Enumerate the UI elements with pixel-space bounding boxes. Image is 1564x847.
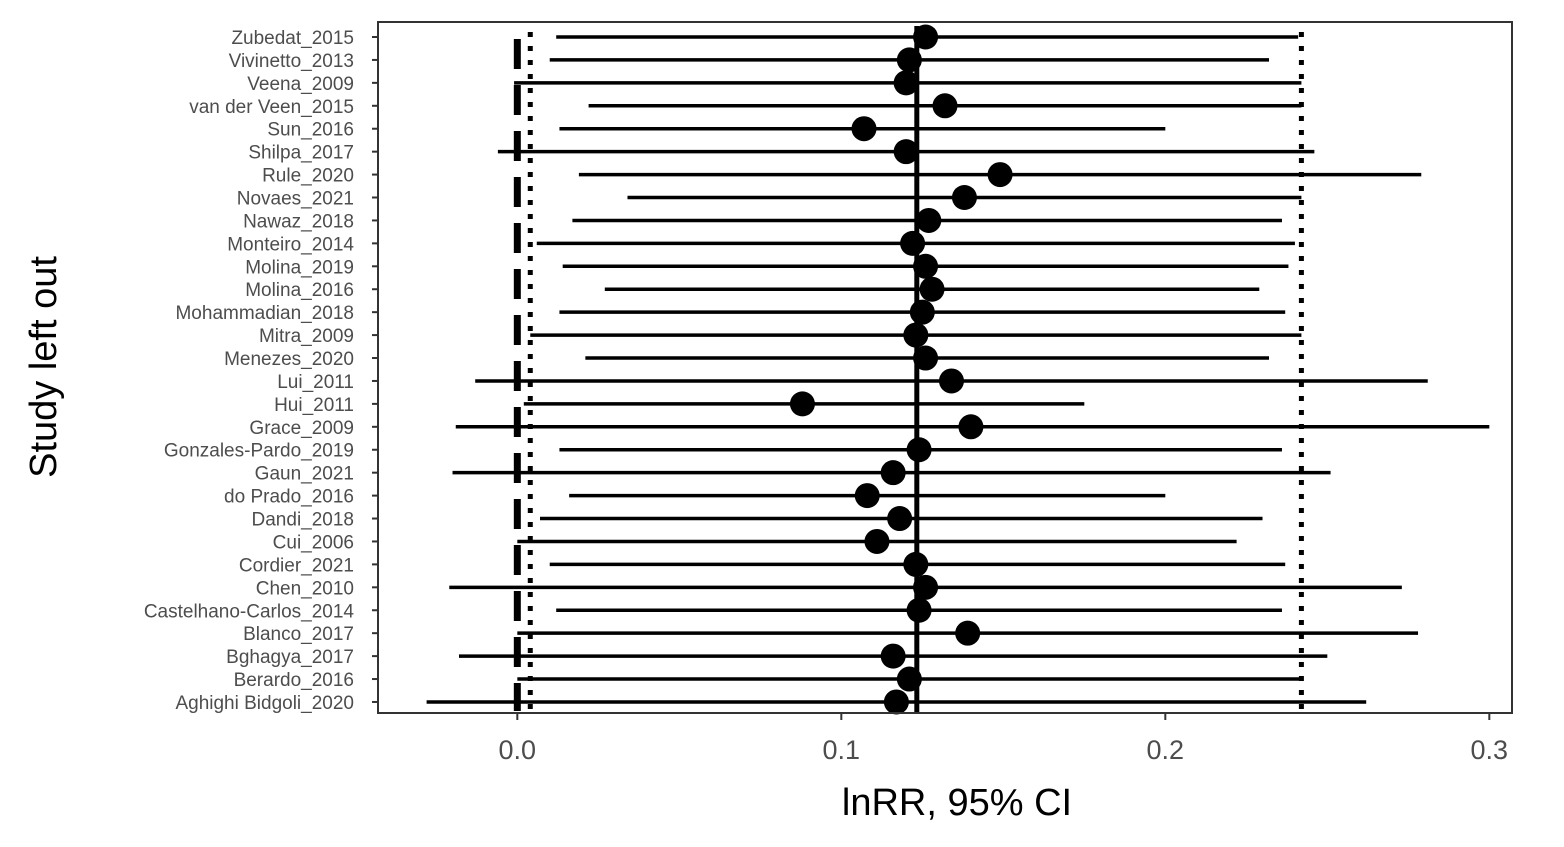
point-estimates bbox=[789, 24, 1013, 715]
point-estimate bbox=[880, 643, 906, 669]
y-tick-label: Dandi_2018 bbox=[252, 510, 354, 531]
y-tick-label: Menezes_2020 bbox=[224, 349, 354, 370]
y-tick-label: Rule_2020 bbox=[262, 166, 354, 187]
point-estimate bbox=[900, 230, 926, 256]
x-axis-title: lnRR, 95% CI bbox=[842, 782, 1072, 824]
y-tick-label: Grace_2009 bbox=[249, 418, 354, 439]
y-tick-label: Vivinetto_2013 bbox=[229, 51, 354, 72]
y-tick-label: Lui_2011 bbox=[277, 372, 354, 393]
x-tick-label: 0.1 bbox=[823, 735, 861, 765]
y-tick-label: Shilpa_2017 bbox=[248, 143, 354, 164]
panel-border bbox=[377, 21, 1513, 714]
point-estimate bbox=[896, 47, 922, 73]
point-estimate bbox=[789, 391, 815, 417]
point-estimate bbox=[958, 414, 984, 440]
point-estimate bbox=[906, 437, 932, 463]
y-tick-label: Novaes_2021 bbox=[237, 189, 354, 210]
y-tick-label: Mitra_2009 bbox=[259, 326, 354, 347]
x-axis: 0.0 0.1 0.2 0.3 bbox=[499, 713, 1509, 765]
y-tick-label: Nawaz_2018 bbox=[243, 211, 354, 232]
point-estimate bbox=[913, 574, 939, 600]
point-estimate bbox=[913, 345, 939, 371]
point-estimate bbox=[864, 528, 890, 554]
point-estimate bbox=[896, 666, 922, 692]
point-estimate bbox=[903, 551, 929, 577]
y-tick-label: Gaun_2021 bbox=[255, 464, 354, 485]
y-tick-label: Mohammadian_2018 bbox=[175, 303, 354, 324]
point-estimate bbox=[883, 689, 909, 715]
y-tick-label: Cui_2006 bbox=[273, 532, 354, 553]
point-estimate bbox=[919, 276, 945, 302]
point-estimate bbox=[893, 70, 919, 96]
point-estimate bbox=[916, 207, 942, 233]
y-tick-label: do Prado_2016 bbox=[224, 487, 354, 508]
y-tick-label: Hui_2011 bbox=[274, 395, 354, 416]
y-tick-label: Molina_2019 bbox=[245, 257, 354, 278]
y-tick-label: Sun_2016 bbox=[267, 120, 354, 141]
point-estimate bbox=[932, 93, 958, 119]
point-estimate bbox=[913, 24, 939, 50]
point-estimate bbox=[987, 162, 1013, 188]
point-estimate bbox=[851, 116, 877, 142]
y-tick-label: van der Veen_2015 bbox=[189, 97, 354, 118]
point-estimate bbox=[913, 253, 939, 279]
y-tick-label: Cordier_2021 bbox=[239, 555, 354, 576]
point-estimate bbox=[854, 483, 880, 509]
y-axis: Zubedat_2015Vivinetto_2013Veena_2009van … bbox=[144, 28, 378, 714]
point-estimate bbox=[893, 139, 919, 165]
point-estimate bbox=[880, 460, 906, 486]
y-tick-label: Castelhano-Carlos_2014 bbox=[144, 601, 355, 622]
y-tick-label: Zubedat_2015 bbox=[231, 28, 354, 49]
y-tick-label: Blanco_2017 bbox=[243, 624, 354, 645]
y-tick-label: Bghagya_2017 bbox=[226, 647, 354, 668]
y-tick-label: Aghighi Bidgoli_2020 bbox=[175, 693, 354, 714]
x-tick-label: 0.3 bbox=[1471, 735, 1509, 765]
point-estimate bbox=[951, 185, 977, 211]
point-estimate bbox=[938, 368, 964, 394]
point-estimate bbox=[887, 506, 913, 532]
y-axis-title: Study left out bbox=[23, 256, 65, 478]
x-tick-label: 0.2 bbox=[1147, 735, 1185, 765]
y-tick-label: Veena_2009 bbox=[247, 74, 354, 95]
point-estimate bbox=[903, 322, 929, 348]
point-estimate bbox=[906, 597, 932, 623]
point-estimate bbox=[909, 299, 935, 325]
y-tick-label: Molina_2016 bbox=[245, 280, 354, 301]
point-estimate bbox=[955, 620, 981, 646]
y-tick-label: Chen_2010 bbox=[256, 578, 354, 599]
y-tick-label: Berardo_2016 bbox=[234, 670, 354, 691]
y-tick-label: Monteiro_2014 bbox=[227, 234, 354, 255]
y-tick-label: Gonzales-Pardo_2019 bbox=[164, 441, 354, 462]
x-tick-label: 0.0 bbox=[499, 735, 537, 765]
